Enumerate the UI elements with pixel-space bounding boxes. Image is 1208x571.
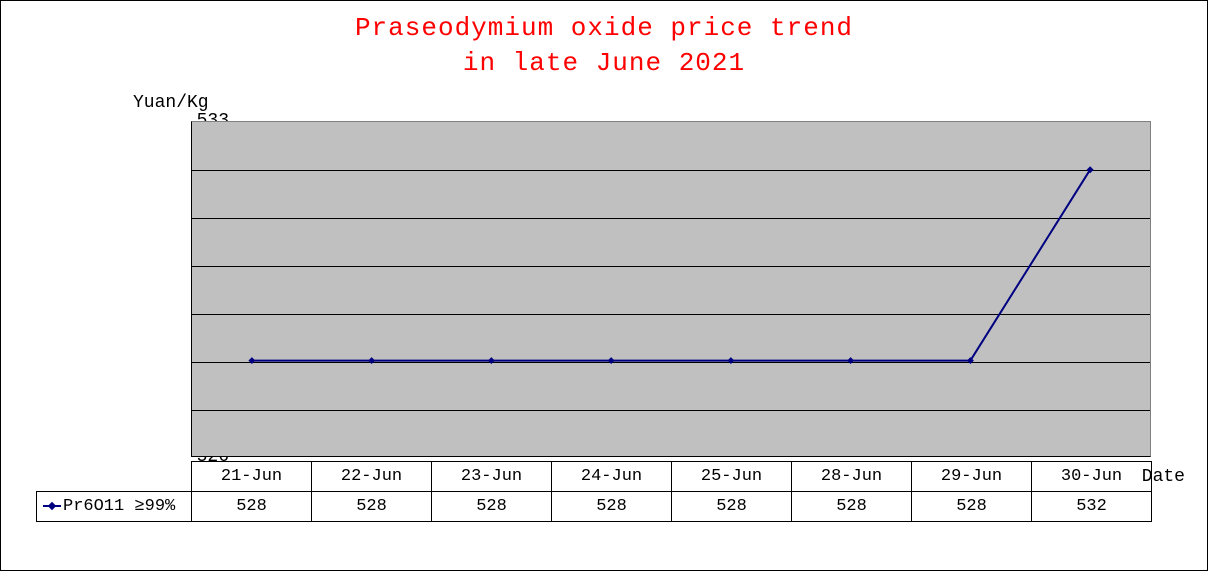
value-cell: 528 (912, 492, 1032, 522)
category-cell: 21-Jun (192, 462, 312, 492)
value-cell: 528 (552, 492, 672, 522)
chart-container: Praseodymium oxide price trend in late J… (0, 0, 1208, 571)
y-axis-title: Yuan/Kg (133, 93, 209, 113)
value-cell: 528 (192, 492, 312, 522)
legend-cell: Pr6O11 ≥99% (37, 492, 192, 522)
data-table: 21-Jun22-Jun23-Jun24-Jun25-Jun28-Jun29-J… (36, 461, 1152, 522)
table-corner-cell (37, 462, 192, 492)
value-cell: 532 (1032, 492, 1152, 522)
value-cell: 528 (312, 492, 432, 522)
value-cell: 528 (672, 492, 792, 522)
chart-title: Praseodymium oxide price trend in late J… (1, 11, 1207, 81)
table-data-row: Pr6O11 ≥99% 528528528528528528528532 (37, 492, 1152, 522)
value-cell: 528 (432, 492, 552, 522)
category-cell: 25-Jun (672, 462, 792, 492)
data-marker (727, 357, 734, 364)
series-line (252, 170, 1090, 361)
category-cell: 29-Jun (912, 462, 1032, 492)
data-marker (488, 357, 495, 364)
line-chart-svg (192, 122, 1150, 456)
data-marker (368, 357, 375, 364)
data-marker (608, 357, 615, 364)
table-header-row: 21-Jun22-Jun23-Jun24-Jun25-Jun28-Jun29-J… (37, 462, 1152, 492)
value-cell: 528 (792, 492, 912, 522)
category-cell: 23-Jun (432, 462, 552, 492)
data-marker (847, 357, 854, 364)
category-cell: 28-Jun (792, 462, 912, 492)
series-name: Pr6O11 ≥99% (63, 497, 175, 516)
category-cell: 24-Jun (552, 462, 672, 492)
legend-marker-icon (43, 505, 61, 507)
title-line-2: in late June 2021 (463, 48, 745, 78)
category-cell: 22-Jun (312, 462, 432, 492)
category-cell: 30-Jun (1032, 462, 1152, 492)
plot-area (191, 121, 1151, 457)
title-line-1: Praseodymium oxide price trend (355, 13, 853, 43)
data-marker (248, 357, 255, 364)
